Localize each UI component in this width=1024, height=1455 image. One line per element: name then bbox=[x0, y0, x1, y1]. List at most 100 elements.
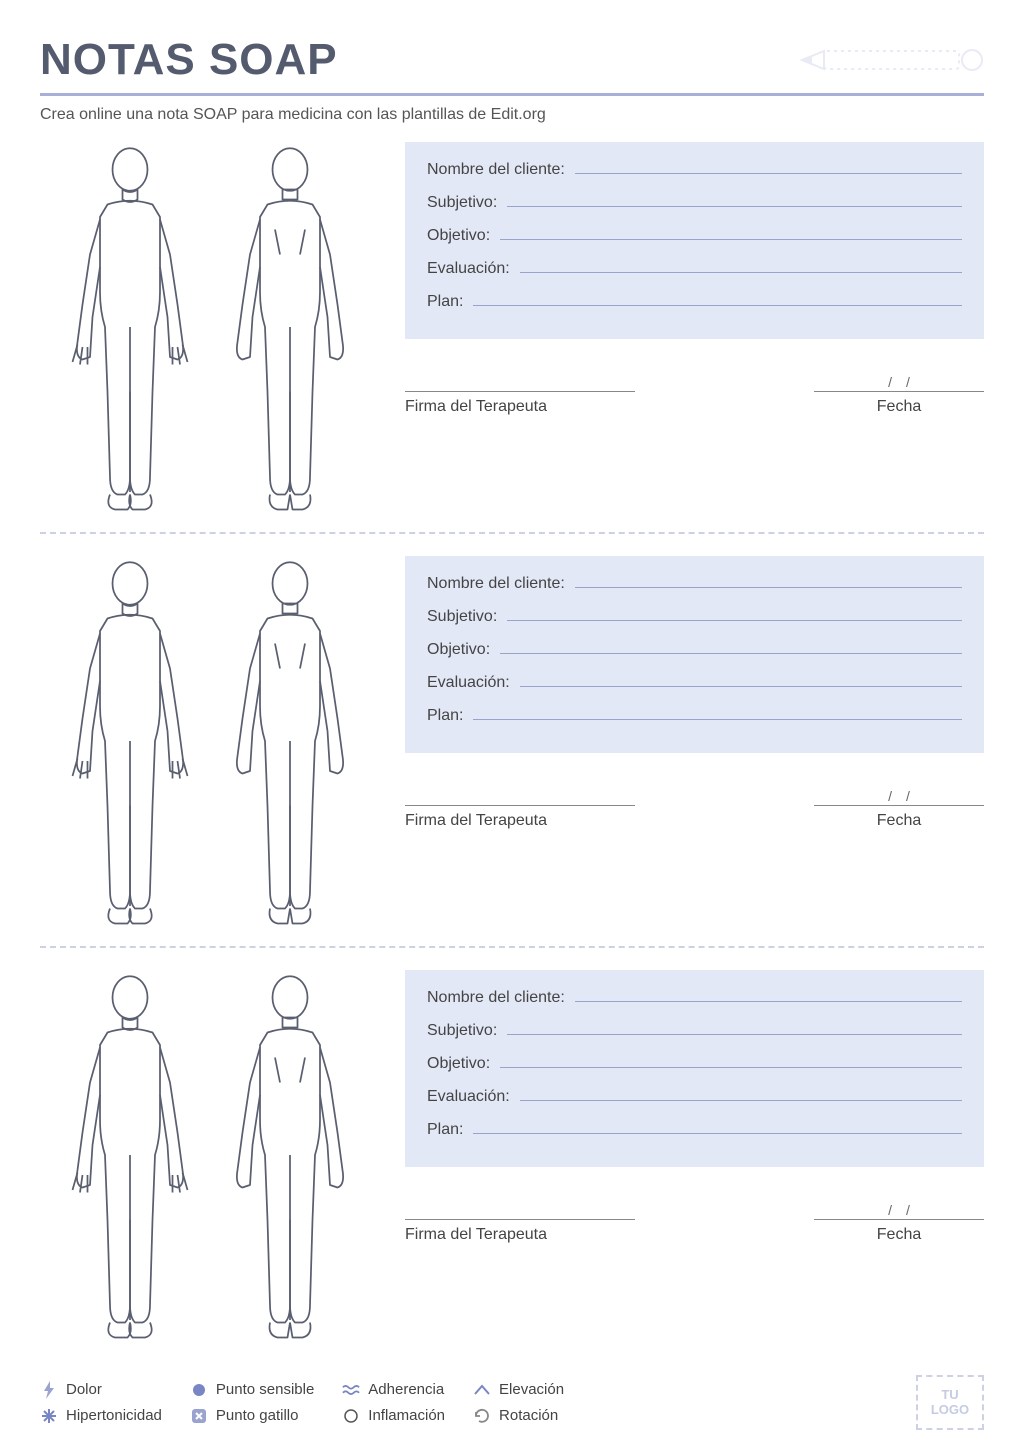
bolt-icon bbox=[40, 1381, 58, 1399]
signature-row: Firma del Terapeuta // Fecha bbox=[405, 374, 984, 416]
field-label: Plan: bbox=[427, 1121, 463, 1139]
legend-item-dolor: Dolor bbox=[40, 1381, 162, 1399]
field-input-line[interactable] bbox=[575, 574, 962, 588]
field-input-line[interactable] bbox=[575, 160, 962, 174]
legend-item-rotacion: Rotación bbox=[473, 1407, 564, 1425]
signature-label: Firma del Terapeuta bbox=[405, 398, 635, 416]
field-input-line[interactable] bbox=[473, 706, 962, 720]
legend-item-hipertonicidad: Hipertonicidad bbox=[40, 1407, 162, 1425]
soap-form-box: Nombre del cliente: Subjetivo: Objetivo: Ev… bbox=[405, 556, 984, 753]
signature-row: Firma del Terapeuta // Fecha bbox=[405, 788, 984, 830]
soap-section: Nombre del cliente: Subjetivo: Objetivo: Ev… bbox=[40, 556, 984, 931]
legend-label: Elevación bbox=[499, 1381, 564, 1398]
xbox-icon bbox=[190, 1407, 208, 1425]
circle-icon bbox=[342, 1407, 360, 1425]
date-block: // Fecha bbox=[814, 374, 984, 416]
rotate-icon bbox=[473, 1407, 491, 1425]
body-back-icon bbox=[215, 142, 365, 517]
signature-line[interactable] bbox=[405, 788, 635, 806]
field-input-line[interactable] bbox=[507, 193, 962, 207]
legend-label: Punto gatillo bbox=[216, 1407, 299, 1424]
signature-line[interactable] bbox=[405, 1202, 635, 1220]
field-input-line[interactable] bbox=[473, 1120, 962, 1134]
legend-item-elevacion: Elevación bbox=[473, 1381, 564, 1399]
legend-label: Rotación bbox=[499, 1407, 558, 1424]
body-back-icon bbox=[215, 556, 365, 931]
page-title: NOTAS SOAP bbox=[40, 35, 338, 85]
body-front-icon bbox=[55, 142, 205, 517]
form-field: Subjetivo: bbox=[427, 193, 962, 212]
field-input-line[interactable] bbox=[500, 1054, 962, 1068]
therapist-signature: Firma del Terapeuta bbox=[405, 374, 635, 416]
field-label: Plan: bbox=[427, 707, 463, 725]
field-input-line[interactable] bbox=[507, 1021, 962, 1035]
form-field: Plan: bbox=[427, 292, 962, 311]
legend-label: Punto sensible bbox=[216, 1381, 314, 1398]
field-label: Nombre del cliente: bbox=[427, 161, 565, 179]
header: NOTAS SOAP bbox=[40, 35, 984, 85]
form-field: Objetivo: bbox=[427, 640, 962, 659]
field-input-line[interactable] bbox=[507, 607, 962, 621]
legend-label: Dolor bbox=[66, 1381, 102, 1398]
body-front-icon bbox=[55, 970, 205, 1345]
form-field: Subjetivo: bbox=[427, 1021, 962, 1040]
legend-label: Adherencia bbox=[368, 1381, 444, 1398]
soap-section: Nombre del cliente: Subjetivo: Objetivo: Ev… bbox=[40, 970, 984, 1345]
legend-item-inflamacion: Inflamación bbox=[342, 1407, 445, 1425]
field-label: Subjetivo: bbox=[427, 194, 497, 212]
caret-icon bbox=[473, 1381, 491, 1399]
asterisk-icon bbox=[40, 1407, 58, 1425]
field-label: Evaluación: bbox=[427, 674, 510, 692]
form-field: Nombre del cliente: bbox=[427, 574, 962, 593]
date-label: Fecha bbox=[814, 398, 984, 416]
body-diagrams bbox=[40, 142, 380, 517]
field-input-line[interactable] bbox=[575, 988, 962, 1002]
form-area: Nombre del cliente: Subjetivo: Objetivo: Ev… bbox=[405, 970, 984, 1345]
date-block: // Fecha bbox=[814, 1202, 984, 1244]
form-field: Plan: bbox=[427, 1120, 962, 1139]
soap-section: Nombre del cliente: Subjetivo: Objetivo: Ev… bbox=[40, 142, 984, 517]
field-label: Plan: bbox=[427, 293, 463, 311]
field-label: Objetivo: bbox=[427, 227, 490, 245]
logo-text: TU LOGO bbox=[931, 1388, 969, 1417]
logo-placeholder[interactable]: TU LOGO bbox=[916, 1375, 984, 1430]
field-input-line[interactable] bbox=[520, 259, 962, 273]
date-line[interactable]: // bbox=[814, 788, 984, 806]
legend-label: Hipertonicidad bbox=[66, 1407, 162, 1424]
body-diagrams bbox=[40, 556, 380, 931]
waves-icon bbox=[342, 1381, 360, 1399]
form-field: Objetivo: bbox=[427, 226, 962, 245]
date-label: Fecha bbox=[814, 812, 984, 830]
field-label: Objetivo: bbox=[427, 641, 490, 659]
legend-item-sensible: Punto sensible bbox=[190, 1381, 314, 1399]
signature-label: Firma del Terapeuta bbox=[405, 1226, 635, 1244]
field-label: Subjetivo: bbox=[427, 608, 497, 626]
field-input-line[interactable] bbox=[520, 673, 962, 687]
field-input-line[interactable] bbox=[500, 640, 962, 654]
legend-item-adherencia: Adherencia bbox=[342, 1381, 445, 1399]
form-area: Nombre del cliente: Subjetivo: Objetivo: Ev… bbox=[405, 556, 984, 931]
field-label: Evaluación: bbox=[427, 260, 510, 278]
body-diagrams bbox=[40, 970, 380, 1345]
section-divider bbox=[40, 946, 984, 948]
field-input-line[interactable] bbox=[500, 226, 962, 240]
date-line[interactable]: // bbox=[814, 374, 984, 392]
signature-label: Firma del Terapeuta bbox=[405, 812, 635, 830]
field-label: Subjetivo: bbox=[427, 1022, 497, 1040]
field-input-line[interactable] bbox=[473, 292, 962, 306]
field-input-line[interactable] bbox=[520, 1087, 962, 1101]
date-label: Fecha bbox=[814, 1226, 984, 1244]
legend-label: Inflamación bbox=[368, 1407, 445, 1424]
signature-line[interactable] bbox=[405, 374, 635, 392]
therapist-signature: Firma del Terapeuta bbox=[405, 788, 635, 830]
form-field: Nombre del cliente: bbox=[427, 160, 962, 179]
form-field: Objetivo: bbox=[427, 1054, 962, 1073]
date-line[interactable]: // bbox=[814, 1202, 984, 1220]
form-field: Plan: bbox=[427, 706, 962, 725]
field-label: Evaluación: bbox=[427, 1088, 510, 1106]
subtitle: Crea online una nota SOAP para medicina … bbox=[40, 106, 984, 124]
form-field: Nombre del cliente: bbox=[427, 988, 962, 1007]
field-label: Nombre del cliente: bbox=[427, 989, 565, 1007]
field-label: Nombre del cliente: bbox=[427, 575, 565, 593]
dot-icon bbox=[190, 1381, 208, 1399]
